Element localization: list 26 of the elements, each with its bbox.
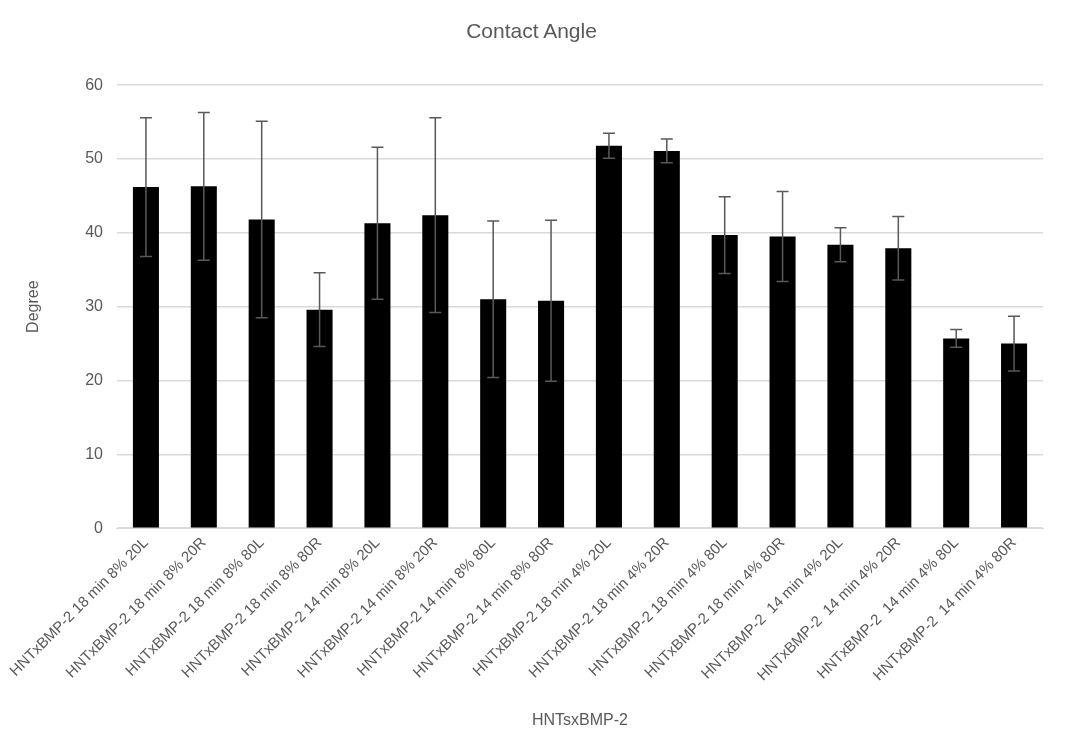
bar	[132, 187, 159, 528]
y-tick-label: 60	[85, 75, 104, 93]
bar	[364, 223, 391, 528]
x-axis-title: HNTsxBMP-2	[531, 710, 629, 728]
bar	[480, 299, 507, 528]
y-tick-label: 20	[85, 370, 104, 388]
y-tick-label: 30	[85, 297, 104, 315]
y-tick-label: 40	[85, 223, 104, 241]
chart-title: Contact Angle	[466, 19, 597, 43]
bar	[769, 236, 796, 528]
bar	[711, 235, 738, 528]
bar	[248, 219, 275, 528]
bar	[190, 186, 217, 528]
bar	[943, 338, 970, 528]
bar	[595, 145, 622, 528]
y-axis-title: Degree	[24, 280, 42, 333]
y-tick-label: 50	[85, 149, 104, 167]
bar	[538, 300, 565, 528]
bar	[885, 248, 912, 528]
y-tick-label: 10	[85, 444, 104, 462]
bar	[422, 215, 449, 528]
bar	[653, 150, 680, 528]
bar	[1001, 343, 1028, 528]
y-tick-label: 0	[94, 518, 104, 536]
bar	[306, 309, 333, 528]
bar	[827, 244, 854, 528]
